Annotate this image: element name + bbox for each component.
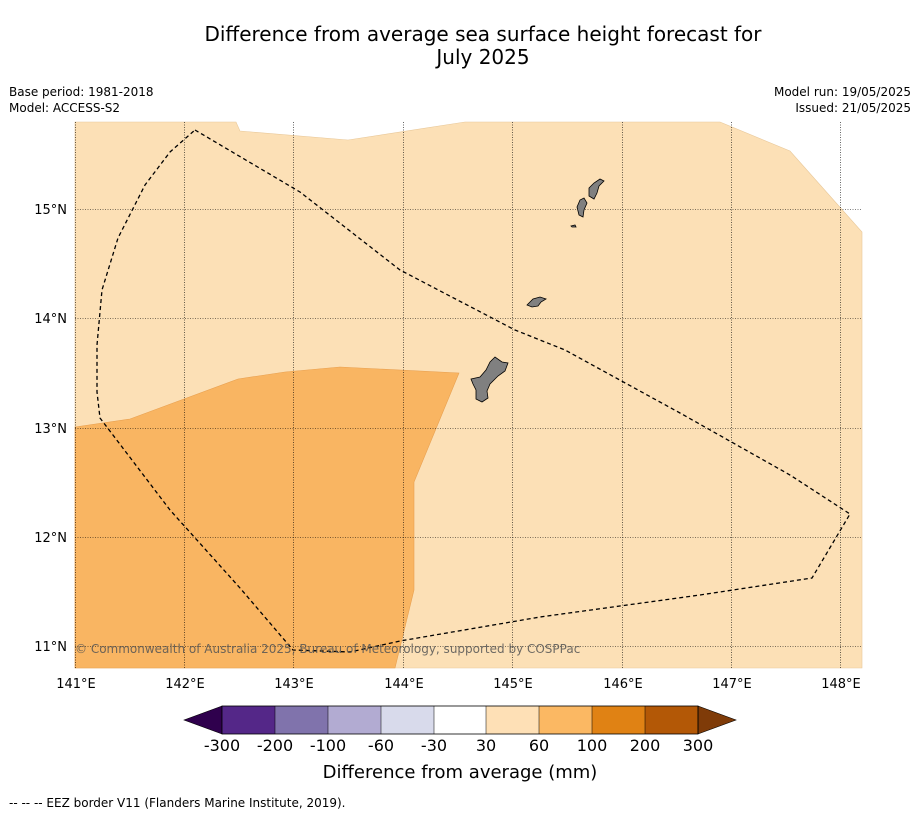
gridlines — [75, 122, 862, 668]
land-masses — [470, 178, 605, 403]
colorbar: -300 -200 -100 -60 -30 30 60 100 200 300… — [183, 705, 737, 783]
title-line-2: July 2025 — [436, 45, 530, 69]
colorbar-bin-4 — [381, 706, 434, 734]
lat-tick-14: 14°N — [34, 312, 67, 327]
colorbar-bin-3 — [328, 706, 381, 734]
lon-tick-148: 148°E — [821, 677, 861, 692]
saipan-island — [588, 178, 605, 200]
colorbar-tick-labels: -300 -200 -100 -60 -30 30 60 100 200 300 — [204, 736, 713, 755]
model-text: Model: ACCESS-S2 — [9, 101, 121, 115]
cb-tick-3: -60 — [368, 736, 394, 755]
meta-left: Base period: 1981-2018 Model: ACCESS-S2 — [9, 84, 154, 116]
copyright-text: © Commonwealth of Australia 2025, Bureau… — [75, 642, 580, 656]
issued-text: Issued: 21/05/2025 — [795, 101, 911, 115]
lon-tick-141: 141°E — [56, 677, 96, 692]
colorbar-bin-2 — [275, 706, 328, 734]
colorbar-extend-high — [697, 705, 737, 735]
colorbar-bin-5 — [434, 706, 486, 734]
colorbar-bin-6 — [486, 706, 539, 734]
lat-tick-11: 11°N — [34, 640, 67, 655]
cb-tick-1: -200 — [257, 736, 293, 755]
lat-tick-labels: 15°N 14°N 13°N 12°N 11°N — [34, 203, 67, 655]
lon-tick-145: 145°E — [493, 677, 533, 692]
lon-tick-142: 142°E — [165, 677, 205, 692]
colorbar-title: Difference from average (mm) — [323, 762, 598, 783]
cb-tick-8: 200 — [630, 736, 661, 755]
guam-island — [470, 356, 509, 403]
chart-title: Difference from average sea surface heig… — [0, 23, 919, 69]
aguijan-islet — [570, 224, 577, 228]
colorbar-bin-8 — [592, 706, 645, 734]
title-line-1: Difference from average sea surface heig… — [204, 22, 762, 46]
lon-tick-labels: 141°E 142°E 143°E 144°E 145°E 146°E 147°… — [56, 677, 861, 692]
lat-tick-15: 15°N — [34, 203, 67, 218]
cb-tick-7: 100 — [577, 736, 608, 755]
cb-tick-5: 30 — [476, 736, 496, 755]
map-panel: © Commonwealth of Australia 2025, Bureau… — [74, 121, 863, 669]
lat-tick-13: 13°N — [34, 422, 67, 437]
colorbar-bin-1 — [222, 706, 275, 734]
eez-border-line — [96, 129, 851, 653]
tinian-island — [576, 197, 588, 218]
colorbar-bin-7 — [539, 706, 592, 734]
meta-right: Model run: 19/05/2025 Issued: 21/05/2025 — [774, 84, 911, 116]
region-60-to-100 — [74, 366, 460, 669]
lon-tick-146: 146°E — [603, 677, 643, 692]
lat-tick-12: 12°N — [34, 531, 67, 546]
cb-tick-6: 60 — [529, 736, 549, 755]
colorbar-extend-low — [183, 705, 223, 735]
cb-tick-0: -300 — [204, 736, 240, 755]
colorbar-frame — [221, 705, 699, 735]
lon-tick-143: 143°E — [274, 677, 314, 692]
footnote-eez: -- -- -- EEZ border V11 (Flanders Marine… — [9, 796, 346, 810]
colorbar-bin-9 — [645, 706, 698, 734]
cb-tick-9: 300 — [683, 736, 714, 755]
model-run-text: Model run: 19/05/2025 — [773, 85, 911, 99]
cb-tick-2: -100 — [310, 736, 346, 755]
lon-tick-144: 144°E — [384, 677, 424, 692]
cb-tick-4: -30 — [421, 736, 447, 755]
lon-tick-147: 147°E — [712, 677, 752, 692]
base-period-text: Base period: 1981-2018 — [9, 85, 154, 99]
rota-island — [526, 296, 547, 308]
